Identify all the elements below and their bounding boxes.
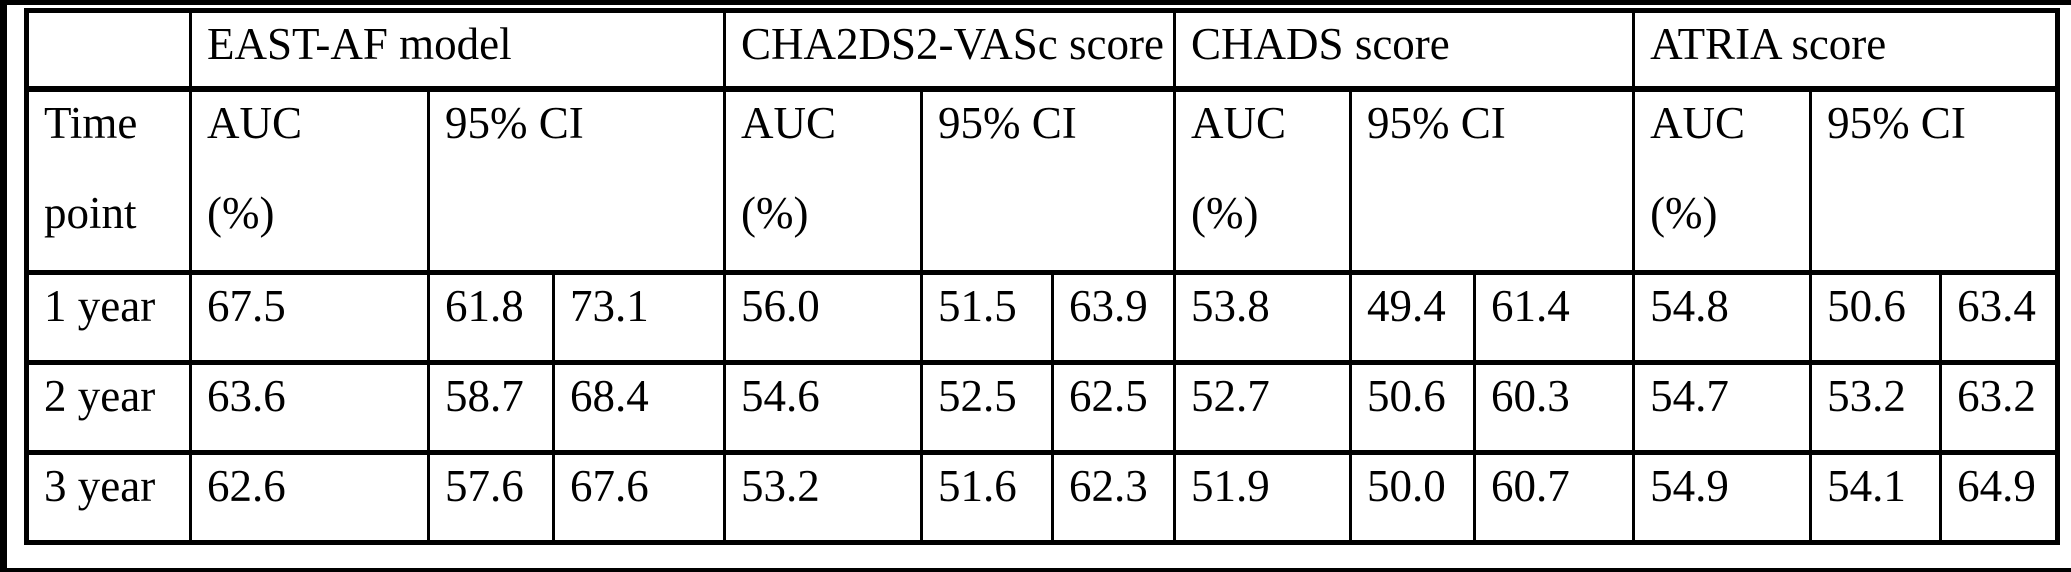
auc-header-line1: AUC <box>1650 97 1746 148</box>
cha2ds2-vasc-ci-low-cell: 51.6 <box>920 450 1055 545</box>
east-af-ci-low-cell: 61.8 <box>427 270 555 365</box>
atria-ci-high-cell: 64.9 <box>1939 450 2060 545</box>
ci-header-east-af: 95% CI <box>426 86 727 275</box>
auc-header-line1: AUC <box>1191 97 1287 148</box>
east-af-auc-cell: 62.6 <box>189 450 430 545</box>
model-header-chads: CHADS score <box>1173 8 1636 92</box>
time-point-header-line1: Time <box>44 97 138 148</box>
atria-ci-high-cell: 63.4 <box>1939 270 2060 365</box>
auc-header-line1: AUC <box>207 97 303 148</box>
east-af-auc-cell: 63.6 <box>189 360 430 455</box>
auc-header-east-af: AUC (%) <box>189 86 430 275</box>
model-header-row: EAST-AF model CHA2DS2-VASc score CHADS s… <box>25 8 2060 92</box>
table-row-1-year: 1 year 67.5 61.8 73.1 56.0 51.5 63.9 53.… <box>25 270 2060 365</box>
auc-header-line2: (%) <box>741 187 809 238</box>
auc-header-atria: AUC (%) <box>1632 86 1813 275</box>
chads-ci-high-cell: 61.4 <box>1473 270 1636 365</box>
model-header-atria: ATRIA score <box>1632 8 2060 92</box>
cha2ds2-vasc-auc-cell: 54.6 <box>723 360 924 455</box>
model-header-east-af: EAST-AF model <box>188 8 727 92</box>
auc-header-line2: (%) <box>207 187 275 238</box>
time-point-header-cell: Time point <box>25 86 192 275</box>
atria-ci-high-cell: 63.2 <box>1939 360 2060 455</box>
table-row-2-year: 2 year 63.6 58.7 68.4 54.6 52.5 62.5 52.… <box>25 360 2060 455</box>
chads-ci-high-cell: 60.3 <box>1473 360 1636 455</box>
ci-header-chads: 95% CI <box>1349 86 1636 275</box>
atria-ci-low-cell: 53.2 <box>1809 360 1943 455</box>
auc-header-line1: AUC <box>741 97 837 148</box>
atria-auc-cell: 54.9 <box>1632 450 1813 545</box>
cha2ds2-vasc-ci-high-cell: 63.9 <box>1051 270 1177 365</box>
chads-ci-high-cell: 60.7 <box>1473 450 1636 545</box>
auc-header-chads: AUC (%) <box>1173 86 1353 275</box>
atria-ci-low-cell: 54.1 <box>1809 450 1943 545</box>
time-point-cell: 3 year <box>25 450 192 545</box>
cha2ds2-vasc-ci-high-cell: 62.3 <box>1051 450 1177 545</box>
time-point-cell: 1 year <box>25 270 192 365</box>
page-background: EAST-AF model CHA2DS2-VASc score CHADS s… <box>7 5 2071 568</box>
auc-header-cha2ds2-vasc: AUC (%) <box>723 86 924 275</box>
chads-ci-low-cell: 49.4 <box>1349 270 1477 365</box>
time-point-cell: 2 year <box>25 360 192 455</box>
atria-auc-cell: 54.8 <box>1632 270 1813 365</box>
east-af-ci-low-cell: 58.7 <box>427 360 555 455</box>
atria-auc-cell: 54.7 <box>1632 360 1813 455</box>
model-header-cha2ds2-vasc: CHA2DS2-VASc score <box>723 8 1177 92</box>
corner-empty-cell <box>25 8 192 92</box>
cha2ds2-vasc-ci-low-cell: 51.5 <box>920 270 1055 365</box>
east-af-ci-high-cell: 67.6 <box>551 450 727 545</box>
cha2ds2-vasc-ci-high-cell: 62.5 <box>1051 360 1177 455</box>
ci-header-cha2ds2-vasc: 95% CI <box>920 86 1177 275</box>
chads-auc-cell: 53.8 <box>1173 270 1353 365</box>
chads-auc-cell: 51.9 <box>1173 450 1353 545</box>
ci-header-atria: 95% CI <box>1809 86 2060 275</box>
cha2ds2-vasc-ci-low-cell: 52.5 <box>920 360 1055 455</box>
chads-auc-cell: 52.7 <box>1173 360 1353 455</box>
chads-ci-low-cell: 50.0 <box>1349 450 1477 545</box>
cha2ds2-vasc-auc-cell: 53.2 <box>723 450 924 545</box>
east-af-auc-cell: 67.5 <box>189 270 430 365</box>
cha2ds2-vasc-auc-cell: 56.0 <box>723 270 924 365</box>
east-af-ci-high-cell: 68.4 <box>551 360 727 455</box>
subheader-row: Time point AUC (%) 95% CI AUC (%) 95% CI… <box>25 86 2060 275</box>
east-af-ci-high-cell: 73.1 <box>551 270 727 365</box>
atria-ci-low-cell: 50.6 <box>1809 270 1943 365</box>
time-point-header-line2: point <box>44 187 137 238</box>
east-af-ci-low-cell: 57.6 <box>427 450 555 545</box>
auc-header-line2: (%) <box>1650 187 1718 238</box>
chads-ci-low-cell: 50.6 <box>1349 360 1477 455</box>
table-row-3-year: 3 year 62.6 57.6 67.6 53.2 51.6 62.3 51.… <box>25 450 2060 545</box>
results-table: EAST-AF model CHA2DS2-VASc score CHADS s… <box>24 8 2061 545</box>
auc-header-line2: (%) <box>1191 187 1259 238</box>
